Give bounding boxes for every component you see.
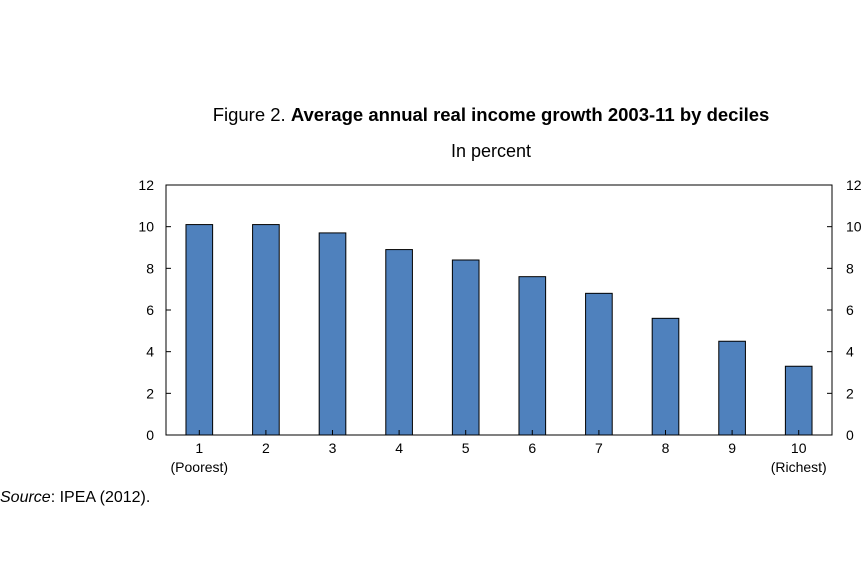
y-tick-label-right: 8 [846,260,854,276]
x-tick-sublabel-1: (Poorest) [171,459,229,475]
y-tick-label-left: 0 [146,427,154,443]
x-tick-label-10: 10 [791,440,807,456]
y-tick-label-right: 0 [846,427,854,443]
y-tick-label-right: 10 [846,219,862,235]
bar-decile-6 [518,276,547,436]
bar-decile-3 [318,232,347,436]
y-tick-label-left: 10 [138,219,154,235]
source-text: : IPEA (2012). [50,489,151,506]
bar-chart: 0 0 2 2 4 4 6 6 8 8 10 10 12 12 1 (Poorest) 2 3 4 5 6 7 8 9 10 (R… [138,177,862,475]
bar-decile-1 [185,224,214,436]
figure-title-text: Average annual real income growth 2003-1… [290,104,770,125]
y-tick-label-left: 4 [146,344,154,360]
x-tick-label-5: 5 [462,440,470,456]
x-tick-label-4: 4 [395,440,403,456]
x-tick-sublabel-10: (Richest) [771,459,827,475]
bar-decile-5 [451,259,480,436]
y-tick-label-left: 2 [146,385,154,401]
figure-subtitle: In percent [450,141,532,161]
y-tick-label-right: 12 [846,177,862,193]
bar-decile-4 [385,249,413,436]
y-tick-label-left: 6 [146,302,154,318]
source-label: Source [0,489,51,506]
figure-title: Figure 2. Average annual real income gro… [0,104,862,126]
x-tick-label-9: 9 [728,440,736,456]
source-note: Source: IPEA (2012). [0,489,150,507]
y-tick-label-left: 12 [138,177,154,193]
x-tick-label-3: 3 [329,440,337,456]
y-tick-label-right: 2 [846,385,854,401]
x-tick-label-6: 6 [528,440,536,456]
bar-decile-10 [784,365,813,436]
bar-decile-2 [252,224,280,436]
figure-label: Figure 2. [212,104,286,125]
x-tick-label-8: 8 [662,440,670,456]
x-tick-label-2: 2 [262,440,270,456]
x-tick-label-1: 1 [195,440,203,456]
bar-decile-8 [651,317,680,436]
bar-decile-9 [718,340,746,436]
y-tick-label-right: 6 [846,302,854,318]
bar-decile-7 [585,292,613,436]
y-tick-label-left: 8 [146,260,154,276]
x-tick-label-7: 7 [595,440,603,456]
y-tick-label-right: 4 [846,344,854,360]
